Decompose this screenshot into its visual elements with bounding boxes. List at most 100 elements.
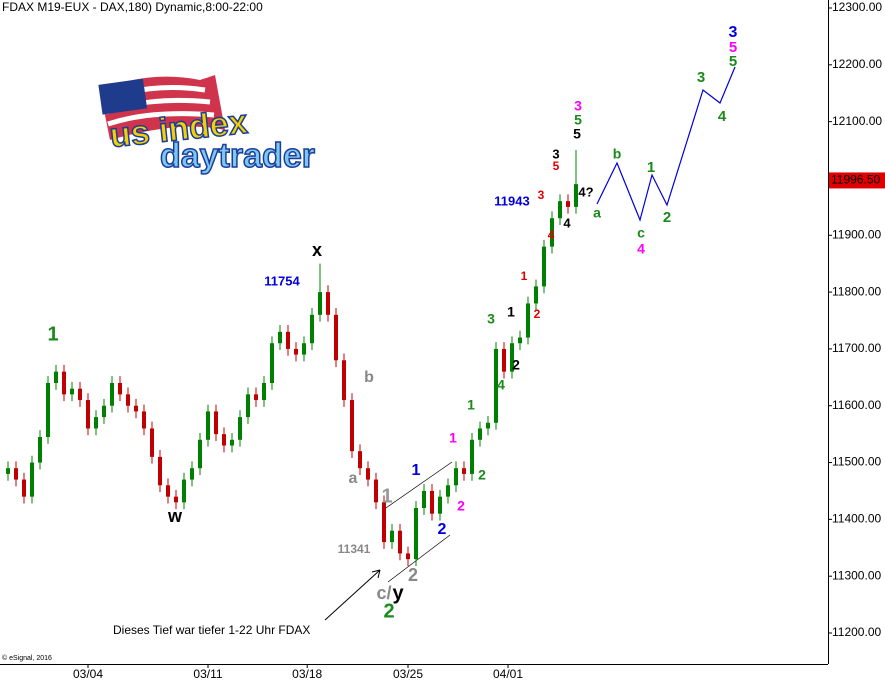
wave-label: 4 — [637, 241, 645, 257]
wave-label: 1 — [647, 159, 655, 176]
candle-body — [374, 479, 378, 503]
x-tick-label: 03/04 — [73, 667, 103, 681]
candle-body — [190, 468, 194, 480]
candle-body — [486, 422, 490, 429]
candle-body — [6, 468, 10, 474]
y-tick-label: 11500.00 — [832, 455, 881, 469]
wave-label: 1 — [467, 397, 475, 413]
wave-label: 3 — [729, 24, 738, 41]
candle-body — [22, 479, 26, 497]
credit: © eSignal, 2016 — [2, 654, 52, 662]
candle-body — [438, 496, 442, 514]
candle-body — [166, 485, 170, 497]
wave-label: 4 — [497, 377, 505, 393]
candle-body — [38, 436, 42, 463]
candle-body — [494, 348, 498, 423]
candle-body — [534, 286, 538, 304]
candle-body — [94, 417, 98, 429]
candle-body — [422, 490, 426, 508]
channel-line — [382, 461, 453, 511]
candle-body — [358, 451, 362, 469]
candle-body — [214, 411, 218, 435]
y-tick-label: 11200.00 — [832, 625, 881, 639]
wave-label: 4 — [718, 108, 727, 125]
candle-body — [230, 439, 234, 446]
candle-body — [502, 348, 506, 372]
candle-body — [206, 411, 210, 440]
y-tick-label: 11400.00 — [832, 512, 881, 526]
candle-body — [262, 383, 266, 401]
wave-label: 11943 — [494, 193, 529, 208]
y-tick-label: 11300.00 — [832, 568, 881, 582]
arrow — [324, 569, 381, 621]
candle-body — [254, 394, 258, 401]
candle-body — [542, 246, 546, 287]
wave-label: 11754 — [264, 273, 300, 288]
wave-label: 2 — [457, 498, 465, 514]
x-tick-label: 03/25 — [393, 667, 423, 681]
wave-label: 2 — [512, 357, 520, 373]
wave-label: b — [613, 146, 622, 162]
wave-label: 2 — [438, 521, 447, 538]
candle-body — [566, 201, 570, 207]
y-tick-label: 11900.00 — [832, 227, 881, 241]
wave-label: 5 — [553, 159, 560, 173]
wave-label: 4 — [563, 215, 571, 230]
candle-body — [334, 314, 338, 361]
y-tick-label: 12200.00 — [832, 57, 882, 71]
candle-body — [382, 502, 386, 543]
candle-body — [318, 292, 322, 315]
candle-body — [86, 400, 90, 429]
candle-body — [342, 360, 346, 401]
candle-body — [350, 400, 354, 452]
candle-body — [198, 439, 202, 469]
candle-body — [454, 468, 458, 486]
logo: us index daytrader — [98, 75, 316, 176]
wave-label: 1 — [412, 462, 421, 479]
wave-label: 2 — [478, 467, 486, 483]
candle-body — [414, 508, 418, 560]
wave-label: 4 — [548, 228, 555, 242]
channel-line — [387, 534, 451, 583]
wave-label: 3 — [538, 188, 545, 202]
y-tick-label: 12300.00 — [832, 0, 882, 14]
wave-label: 3 — [487, 311, 495, 327]
arrow-head — [371, 569, 381, 579]
candle-body — [246, 394, 250, 418]
wave-label: 1 — [507, 304, 515, 320]
candle-body — [406, 553, 410, 560]
candle-body — [46, 383, 50, 437]
candle-body — [118, 383, 122, 395]
wave-label: a — [593, 205, 601, 221]
wave-label: 5 — [729, 39, 737, 56]
wave-label: 1 — [521, 269, 528, 283]
candle-body — [174, 496, 178, 503]
candle-body — [30, 462, 34, 497]
candle-body — [366, 468, 370, 480]
wave-label: c/ — [376, 583, 391, 603]
candle-body — [470, 439, 474, 474]
chart-title: FDAX M19-EUX - DAX,180) Dynamic,8:00-22:… — [2, 0, 263, 14]
x-tick-label: 03/18 — [292, 667, 322, 681]
candle-body — [278, 331, 282, 344]
wave-label: 2 — [534, 307, 541, 321]
candle-body — [70, 388, 74, 395]
wave-label: x — [312, 240, 322, 260]
candle-body — [310, 314, 314, 344]
wave-label: b — [364, 369, 374, 386]
logo-text: daytrader — [160, 137, 315, 175]
candle-body — [446, 485, 450, 497]
wave-label: 5 — [574, 112, 582, 128]
wave-label: 1 — [381, 485, 392, 507]
candle-body — [14, 468, 18, 480]
candle-body — [294, 348, 298, 355]
wave-label: 4? — [578, 184, 593, 199]
y-tick-label: 11700.00 — [832, 341, 881, 355]
wave-label: 2 — [408, 565, 418, 585]
candle-body — [398, 530, 402, 554]
candle-body — [134, 405, 138, 412]
wave-label: Dieses Tief war tiefer 1-22 Uhr FDAX — [113, 623, 310, 637]
wave-label: 11341 — [338, 542, 371, 556]
y-tick-label: 11800.00 — [832, 284, 881, 298]
